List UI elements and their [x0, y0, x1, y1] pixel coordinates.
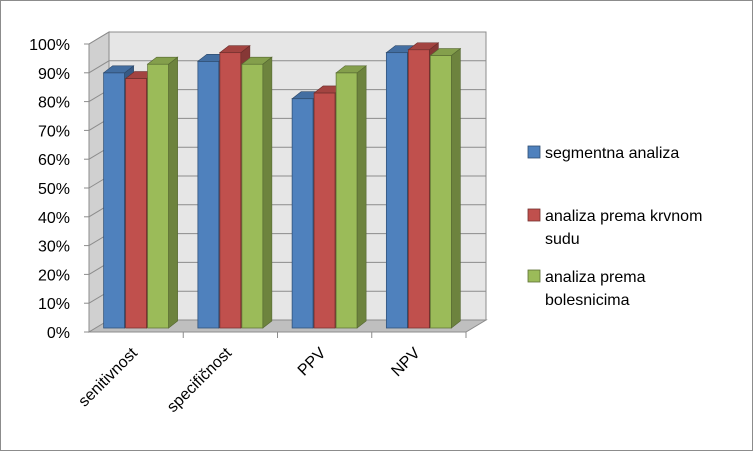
bar-front — [147, 63, 170, 329]
y-tick-label: 50% — [38, 181, 70, 198]
legend-label: analiza prema krvnom sudu — [545, 208, 702, 248]
bar-front — [335, 72, 358, 329]
bar-front — [313, 92, 336, 329]
bar-front — [219, 52, 242, 329]
bar-front — [407, 49, 430, 329]
bar — [146, 56, 179, 329]
y-tick-label: 0% — [47, 325, 70, 342]
bar-top — [429, 48, 462, 56]
bar — [429, 47, 462, 329]
legend-swatch — [527, 269, 541, 283]
y-tick-label: 60% — [38, 152, 70, 169]
y-tick-label: 90% — [38, 66, 70, 83]
y-tick-label: 100% — [29, 37, 70, 54]
bar-front — [103, 72, 126, 329]
bar-top — [219, 45, 251, 53]
bar-side — [262, 56, 273, 329]
legend-swatch — [527, 208, 541, 222]
x-tick-label: PPV — [295, 345, 330, 380]
bar-front — [241, 63, 264, 329]
y-gridline — [88, 31, 486, 45]
bar-front — [125, 78, 148, 329]
bar-top — [102, 65, 135, 74]
legend-item: analiza prema krvnom sudu — [527, 208, 702, 248]
bar-side — [168, 56, 178, 329]
bar-top — [241, 56, 273, 65]
bar-top — [407, 42, 440, 51]
bar-front — [291, 98, 314, 329]
y-tick-label: 20% — [38, 267, 70, 284]
y-tick-label: 80% — [38, 95, 70, 112]
x-tick-label: specifičnost — [164, 344, 236, 416]
bar-side — [356, 65, 367, 329]
bar-side — [451, 47, 461, 329]
y-tick-label: 70% — [38, 123, 70, 140]
bar — [241, 56, 273, 329]
bar-front — [197, 60, 220, 329]
bar — [335, 65, 367, 329]
legend-label: analiza prema bolesnicima — [545, 269, 646, 309]
y-gridline — [88, 60, 486, 74]
bar-front — [429, 55, 452, 329]
legend-label: segmentna analiza — [545, 145, 679, 162]
y-tick-label: 40% — [38, 210, 70, 227]
bar-top — [335, 65, 367, 74]
bar-top — [146, 56, 179, 65]
x-tick-label: senitivnost — [75, 344, 141, 410]
legend-item: segmentna analiza — [527, 145, 679, 162]
legend-swatch — [527, 145, 541, 159]
y-tick-label: 10% — [38, 296, 70, 313]
y-tick-label: 30% — [38, 239, 70, 256]
legend-item: analiza prema bolesnicima — [527, 269, 646, 309]
x-tick-label: NPV — [388, 345, 424, 381]
bar-front — [385, 52, 408, 329]
